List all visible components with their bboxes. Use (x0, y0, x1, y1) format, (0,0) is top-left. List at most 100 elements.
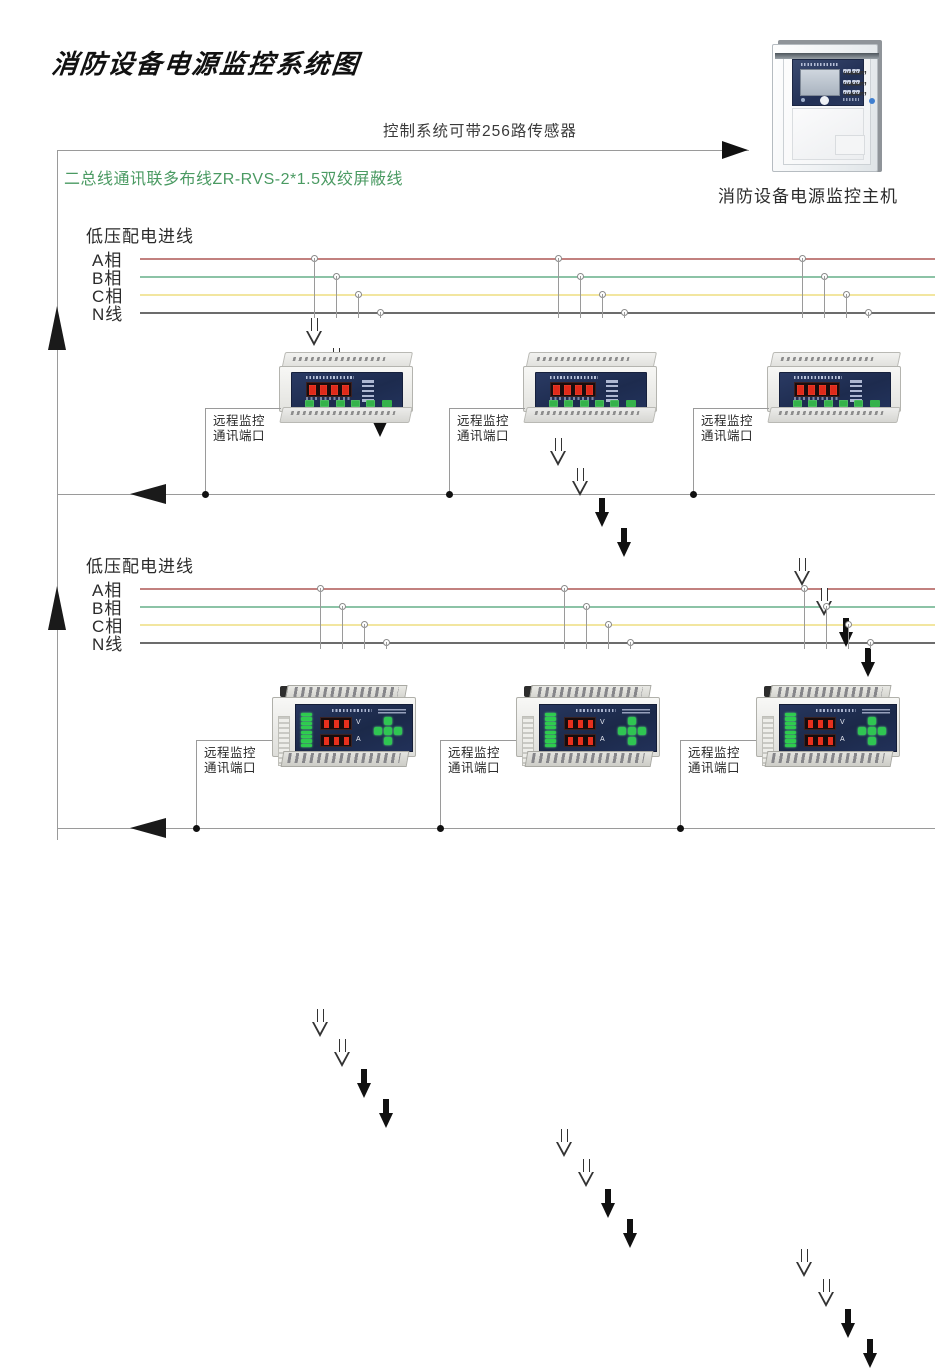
phase-label-a-row1: A相 (92, 251, 123, 270)
device-digital-display (550, 382, 596, 397)
device-faceplate (779, 372, 891, 408)
phase-drop-line (608, 624, 609, 649)
comm-trunk-top-line (57, 150, 749, 151)
phase-label-b-row2: B相 (92, 599, 123, 618)
phase-line-a-row2 (140, 588, 935, 590)
comm-cable-caption: 二总线通讯联多布线ZR-RVS-2*1.5双绞屏蔽线 (64, 171, 403, 188)
device-bottom-terminals (531, 753, 645, 763)
phase-drop-line (314, 258, 315, 318)
device-navigation-keypad[interactable] (858, 717, 886, 745)
device-button-row[interactable] (305, 400, 375, 407)
phase-line-n-row1 (140, 312, 935, 314)
comm-port-drop-line (205, 408, 206, 494)
current-sampling-arrow-icon (616, 528, 632, 558)
device-reset-button[interactable] (382, 400, 392, 407)
voltage-sampling-arrow-icon (312, 1009, 328, 1039)
current-sampling-arrow-icon (860, 648, 876, 678)
comm-trunk-vertical-line (57, 150, 58, 840)
current-sampling-arrow-icon (600, 1189, 616, 1219)
device-current-display (804, 734, 836, 747)
bus-capacity-caption: 控制系统可带256路传感器 (383, 123, 577, 140)
phase-drop-line (824, 276, 825, 318)
comm-port-drop-line (440, 740, 441, 828)
device-status-led-row (794, 397, 840, 400)
voltage-sampling-arrow-icon (794, 558, 810, 588)
phase-line-c-row1 (140, 294, 935, 296)
device-navigation-keypad[interactable] (374, 717, 402, 745)
monitoring-host-cabinet[interactable] (770, 36, 888, 174)
device-voltage-display (320, 717, 352, 730)
voltage-sampling-arrow-icon (550, 438, 566, 468)
comm-port-label: 远程监控 通讯端口 (448, 746, 501, 775)
phase-drop-line (564, 588, 565, 649)
comm-port-label: 远程监控 通讯端口 (213, 414, 266, 443)
phase-drop-line (868, 312, 869, 318)
device-channel-leds (785, 713, 796, 747)
host-round-button[interactable] (820, 96, 829, 105)
current-unit-label: A (356, 736, 361, 743)
device-status-led-row (306, 397, 352, 400)
phase-drop-line (342, 606, 343, 649)
device-button-row[interactable] (793, 400, 863, 407)
device-current-display (564, 734, 596, 747)
comm-bus-junction-dot (676, 824, 684, 832)
phase-line-c-row2 (140, 624, 935, 626)
comm-port-lead-line (693, 408, 769, 409)
comm-port-lead-line (196, 740, 272, 741)
device-indicator-leds (362, 380, 376, 402)
phase-label-a-row2: A相 (92, 581, 123, 600)
comm-bus-junction-dot (436, 824, 444, 832)
device-indicator-leds (606, 380, 620, 402)
comm-port-lead-line (205, 408, 281, 409)
device-reset-button[interactable] (870, 400, 880, 407)
comm-trunk-arrow-to-host (722, 141, 748, 159)
comm-port-drop-line (680, 740, 681, 828)
voltage-sampling-arrow-icon (818, 1279, 834, 1309)
device-button-row[interactable] (549, 400, 619, 407)
phase-drop-line (358, 294, 359, 318)
comm-bus-arrow-row2 (130, 818, 166, 838)
device-voltage-display (564, 717, 596, 730)
phase-drop-line (848, 624, 849, 649)
comm-bus-junction-dot (192, 824, 200, 832)
host-nameplate (835, 135, 865, 155)
phase-drop-line (826, 606, 827, 649)
device-navigation-keypad[interactable] (618, 717, 646, 745)
comm-bus-junction-dot (201, 490, 209, 498)
power-monitor-module[interactable] (521, 352, 658, 423)
device-brand-text-icon (306, 376, 354, 379)
current-sampling-arrow-icon (594, 498, 610, 528)
device-digital-display (306, 382, 352, 397)
device-reset-button[interactable] (626, 400, 636, 407)
phase-drop-line (624, 312, 625, 318)
cabinet-top-edge (775, 53, 879, 59)
host-small-button[interactable] (801, 98, 805, 102)
current-unit-label: A (840, 736, 845, 743)
power-monitor-module[interactable] (765, 352, 902, 423)
power-monitor-module[interactable] (277, 352, 414, 423)
voltage-unit-label: V (356, 719, 361, 726)
current-unit-label: A (600, 736, 605, 743)
voltage-sampling-arrow-icon (572, 468, 588, 498)
device-bottom-terminals (771, 753, 885, 763)
phase-label-n-row2: N线 (92, 635, 124, 654)
device-brand-text-icon (550, 376, 598, 379)
comm-bus-arrow-row1 (130, 484, 166, 504)
comm-trunk-arrow-up-row2 (48, 586, 66, 630)
phase-drop-line (804, 588, 805, 649)
comm-port-label: 远程监控 通讯端口 (688, 746, 741, 775)
device-faceplate (291, 372, 403, 408)
voltage-sampling-arrow-icon (556, 1129, 572, 1159)
comm-port-label: 远程监控 通讯端口 (457, 414, 510, 443)
device-brand-text-icon (794, 376, 842, 379)
device-digital-display (794, 382, 840, 397)
phase-drop-line (602, 294, 603, 318)
device-channel-leds (301, 713, 312, 747)
comm-bus-junction-dot (689, 490, 697, 498)
voltage-unit-label: V (840, 719, 845, 726)
host-control-panel[interactable] (792, 59, 864, 106)
